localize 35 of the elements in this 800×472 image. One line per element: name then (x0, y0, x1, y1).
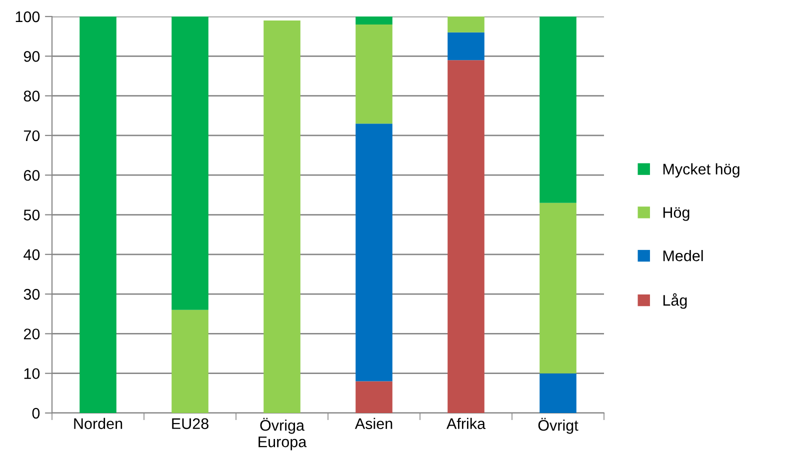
bar (448, 32, 484, 60)
bar (80, 16, 116, 413)
y-tick-label: 80 (24, 90, 40, 102)
y-tick-label: 70 (24, 130, 40, 142)
bar (540, 373, 576, 413)
x-tick-label: Afrika (446, 418, 486, 430)
legend-label: Medel (663, 250, 703, 262)
y-tick-label: 20 (24, 328, 40, 340)
bar (540, 202, 576, 374)
y-tick-label: 50 (24, 210, 40, 220)
y-tick-label: 100 (16, 11, 40, 22)
bar (448, 60, 484, 413)
legend-label: Låg (663, 293, 687, 309)
x-tick-label: EU28 (172, 418, 208, 430)
bar (356, 124, 392, 382)
legend-label: Hög (663, 207, 690, 221)
y-tick-label: 0 (32, 408, 40, 419)
x-tick-label: Övrigt (538, 418, 578, 434)
bar (172, 310, 208, 413)
x-tick-label: Övriga Europa (258, 418, 307, 450)
bar (448, 16, 484, 32)
bar (356, 16, 392, 24)
y-tick-label: 40 (24, 249, 40, 260)
bar (540, 16, 576, 203)
bar (356, 381, 392, 413)
x-tick-label: Norden (74, 418, 122, 430)
bar (356, 24, 392, 124)
legend-label: Mycket hög (663, 163, 740, 178)
y-tick-label: 10 (24, 368, 40, 380)
y-tick-label: 30 (24, 288, 40, 300)
x-tick-label: Asien (354, 418, 392, 430)
bar (172, 16, 208, 310)
y-tick-label: 60 (24, 170, 40, 181)
bar (264, 20, 300, 413)
y-tick-label: 90 (24, 51, 40, 62)
